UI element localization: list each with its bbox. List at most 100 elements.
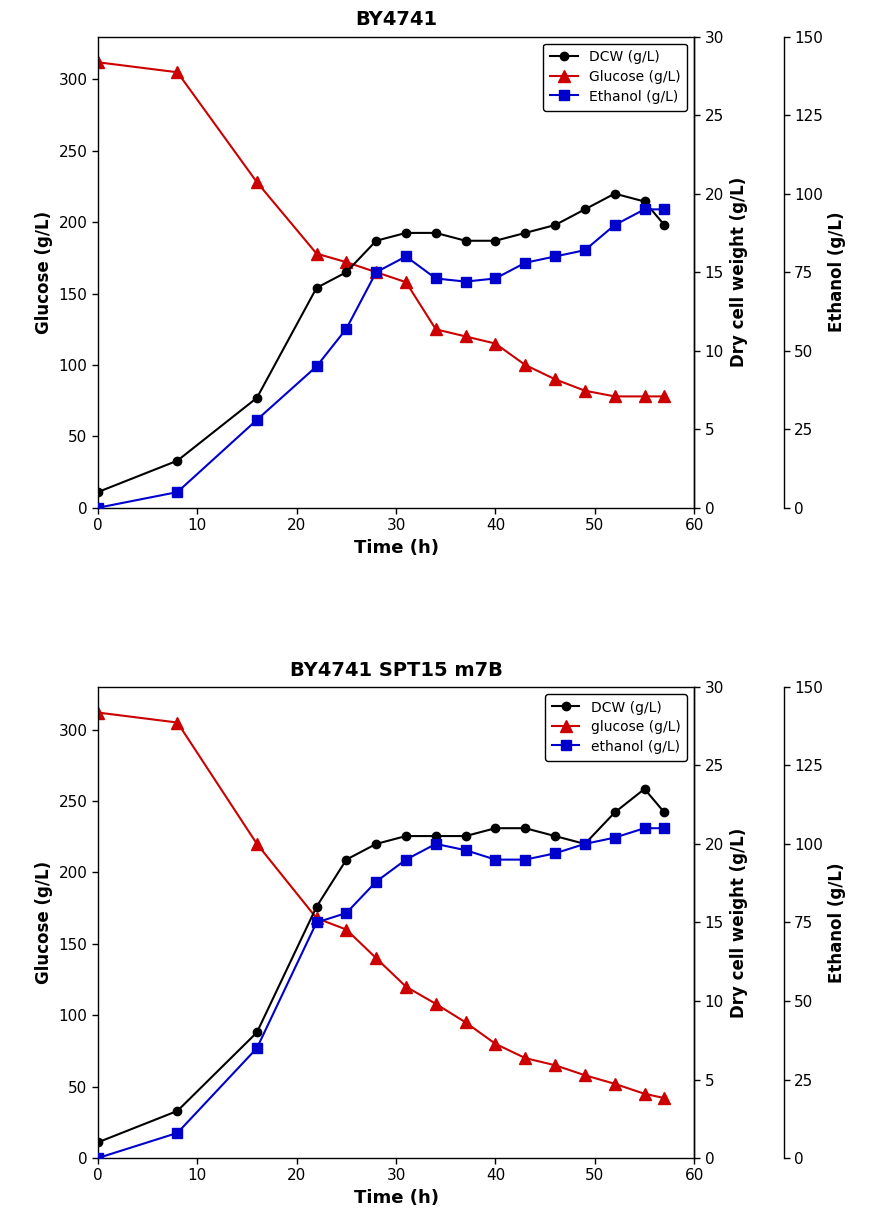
Ethanol (g/L) bbox=[252, 412, 263, 427]
ethanol (g/L) bbox=[371, 874, 382, 889]
Y-axis label: Glucose (g/L): Glucose (g/L) bbox=[35, 211, 53, 334]
Ethanol (g/L) bbox=[431, 271, 441, 285]
DCW (g/L) bbox=[520, 820, 530, 835]
Line: Glucose (g/L): Glucose (g/L) bbox=[93, 57, 670, 402]
DCW (g/L) bbox=[639, 781, 650, 796]
Glucose (g/L) bbox=[371, 265, 382, 279]
Legend: DCW (g/L), Glucose (g/L), Ethanol (g/L): DCW (g/L), Glucose (g/L), Ethanol (g/L) bbox=[543, 44, 687, 111]
Legend: DCW (g/L), glucose (g/L), ethanol (g/L): DCW (g/L), glucose (g/L), ethanol (g/L) bbox=[545, 694, 687, 761]
Y-axis label: Ethanol (g/L): Ethanol (g/L) bbox=[829, 212, 846, 333]
Glucose (g/L) bbox=[431, 322, 441, 336]
DCW (g/L) bbox=[659, 218, 670, 233]
DCW (g/L) bbox=[610, 187, 620, 201]
ethanol (g/L) bbox=[93, 1151, 103, 1165]
DCW (g/L) bbox=[312, 280, 322, 295]
DCW (g/L) bbox=[659, 806, 670, 820]
DCW (g/L) bbox=[610, 806, 620, 820]
DCW (g/L) bbox=[579, 202, 590, 217]
Glucose (g/L) bbox=[252, 174, 263, 189]
ethanol (g/L) bbox=[610, 830, 620, 845]
DCW (g/L) bbox=[520, 226, 530, 240]
DCW (g/L) bbox=[252, 390, 263, 405]
glucose (g/L) bbox=[172, 716, 182, 730]
DCW (g/L) bbox=[400, 829, 411, 844]
glucose (g/L) bbox=[520, 1051, 530, 1065]
Ethanol (g/L) bbox=[400, 249, 411, 263]
Glucose (g/L) bbox=[610, 389, 620, 403]
glucose (g/L) bbox=[490, 1036, 501, 1051]
DCW (g/L) bbox=[172, 1103, 182, 1118]
DCW (g/L) bbox=[490, 820, 501, 835]
Glucose (g/L) bbox=[400, 274, 411, 289]
DCW (g/L) bbox=[431, 226, 441, 240]
Glucose (g/L) bbox=[659, 389, 670, 403]
Glucose (g/L) bbox=[460, 329, 471, 344]
Ethanol (g/L) bbox=[341, 322, 352, 336]
glucose (g/L) bbox=[610, 1076, 620, 1091]
ethanol (g/L) bbox=[431, 836, 441, 851]
X-axis label: Time (h): Time (h) bbox=[353, 539, 439, 557]
Line: Ethanol (g/L): Ethanol (g/L) bbox=[93, 205, 669, 513]
DCW (g/L) bbox=[252, 1025, 263, 1040]
ethanol (g/L) bbox=[460, 842, 471, 857]
ethanol (g/L) bbox=[579, 836, 590, 851]
DCW (g/L) bbox=[172, 453, 182, 468]
ethanol (g/L) bbox=[172, 1125, 182, 1140]
glucose (g/L) bbox=[659, 1091, 670, 1106]
Y-axis label: Ethanol (g/L): Ethanol (g/L) bbox=[829, 862, 846, 983]
Ethanol (g/L) bbox=[490, 271, 501, 285]
DCW (g/L) bbox=[579, 836, 590, 851]
Title: BY4741: BY4741 bbox=[355, 11, 437, 29]
Glucose (g/L) bbox=[550, 372, 561, 386]
Title: BY4741 SPT15 m7B: BY4741 SPT15 m7B bbox=[289, 661, 503, 680]
glucose (g/L) bbox=[93, 706, 103, 720]
Line: ethanol (g/L): ethanol (g/L) bbox=[93, 823, 669, 1163]
ethanol (g/L) bbox=[520, 852, 530, 867]
Line: DCW (g/L): DCW (g/L) bbox=[93, 189, 668, 496]
ethanol (g/L) bbox=[639, 820, 650, 835]
DCW (g/L) bbox=[341, 265, 352, 279]
ethanol (g/L) bbox=[659, 820, 670, 835]
ethanol (g/L) bbox=[341, 906, 352, 920]
Glucose (g/L) bbox=[93, 55, 103, 69]
DCW (g/L) bbox=[371, 836, 382, 851]
Ethanol (g/L) bbox=[312, 360, 322, 374]
glucose (g/L) bbox=[312, 911, 322, 925]
Ethanol (g/L) bbox=[371, 265, 382, 279]
Ethanol (g/L) bbox=[520, 256, 530, 271]
ethanol (g/L) bbox=[252, 1041, 263, 1056]
DCW (g/L) bbox=[460, 829, 471, 844]
glucose (g/L) bbox=[252, 836, 263, 851]
Glucose (g/L) bbox=[341, 255, 352, 269]
DCW (g/L) bbox=[639, 194, 650, 208]
DCW (g/L) bbox=[550, 218, 561, 233]
Y-axis label: Dry cell weight (g/L): Dry cell weight (g/L) bbox=[730, 177, 748, 367]
DCW (g/L) bbox=[341, 852, 352, 867]
DCW (g/L) bbox=[431, 829, 441, 844]
DCW (g/L) bbox=[312, 900, 322, 914]
DCW (g/L) bbox=[371, 234, 382, 249]
ethanol (g/L) bbox=[400, 852, 411, 867]
glucose (g/L) bbox=[579, 1068, 590, 1082]
Glucose (g/L) bbox=[172, 65, 182, 79]
Ethanol (g/L) bbox=[659, 202, 670, 217]
Glucose (g/L) bbox=[520, 357, 530, 372]
glucose (g/L) bbox=[639, 1086, 650, 1101]
X-axis label: Time (h): Time (h) bbox=[353, 1189, 439, 1207]
glucose (g/L) bbox=[400, 979, 411, 993]
ethanol (g/L) bbox=[490, 852, 501, 867]
Glucose (g/L) bbox=[490, 336, 501, 351]
glucose (g/L) bbox=[431, 996, 441, 1011]
DCW (g/L) bbox=[550, 829, 561, 844]
Ethanol (g/L) bbox=[460, 274, 471, 289]
Ethanol (g/L) bbox=[610, 218, 620, 233]
Line: glucose (g/L): glucose (g/L) bbox=[93, 707, 670, 1103]
DCW (g/L) bbox=[93, 485, 103, 500]
Ethanol (g/L) bbox=[93, 501, 103, 516]
Y-axis label: Dry cell weight (g/L): Dry cell weight (g/L) bbox=[730, 828, 748, 1018]
Line: DCW (g/L): DCW (g/L) bbox=[93, 785, 668, 1147]
Glucose (g/L) bbox=[312, 246, 322, 261]
glucose (g/L) bbox=[460, 1015, 471, 1030]
DCW (g/L) bbox=[93, 1135, 103, 1150]
Ethanol (g/L) bbox=[550, 249, 561, 263]
